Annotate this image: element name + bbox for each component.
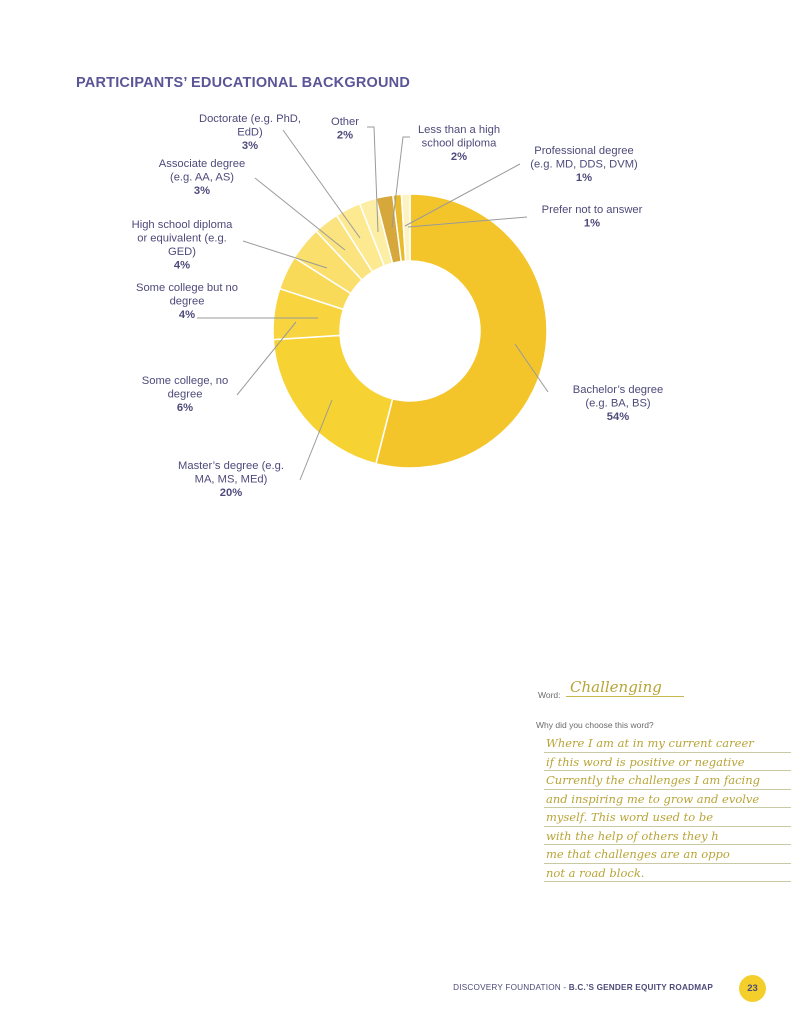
slice-label: Doctorate (e.g. PhD, EdD) 3% <box>199 113 301 152</box>
card-answer-line: with the help of others they h <box>544 827 791 845</box>
slice-label-line: Associate degree <box>159 158 245 170</box>
page-number-badge: 23 <box>739 975 766 1002</box>
slice-label: High school diploma or equivalent (e.g. GE… <box>132 219 234 272</box>
donut-slice <box>400 193 411 262</box>
slice-label-line: Professional degree <box>534 145 634 157</box>
card-answer: Where I am at in my current career if th… <box>544 734 791 882</box>
slice-label-line: GED) <box>168 246 196 258</box>
slice-label-line: (e.g. AA, AS) <box>170 172 234 184</box>
slice-label: Some college but no degree 4% <box>136 282 238 321</box>
slice-label: Prefer not to answer 1% <box>542 204 643 230</box>
slice-percent-label: 4% <box>174 260 190 272</box>
slice-leader-line <box>254 177 346 251</box>
slice-label-line: Some college but no <box>136 282 238 294</box>
slice-label-line: degree <box>168 389 203 401</box>
slice-label: Some college, no degree 6% <box>142 375 228 414</box>
slice-percent-label: 1% <box>576 172 592 184</box>
slice-percent-label: 3% <box>194 185 210 197</box>
slice-label: Bachelor’s degree (e.g. BA, BS) 54% <box>573 384 663 423</box>
card-answer-line: not a road block. <box>544 864 791 882</box>
slice-leader-line <box>299 399 333 481</box>
card-word-underline <box>566 696 684 697</box>
slice-label: Associate degree (e.g. AA, AS) 3% <box>159 158 245 197</box>
slice-leader-line <box>404 163 521 227</box>
slice-percent-label: 3% <box>242 140 258 152</box>
slice-leader-line <box>514 343 549 393</box>
slice-label-line: Some college, no <box>142 375 228 387</box>
slice-label-line: Other <box>331 116 359 128</box>
card-answer-line: and inspiring me to grow and evolve <box>544 790 791 808</box>
card-answer-line: Currently the challenges I am facing <box>544 771 791 790</box>
slice-label: Other 2% <box>331 116 359 142</box>
slice-leader-line <box>236 321 297 396</box>
slice-label-line: Less than a high <box>418 124 500 136</box>
slice-leader-line <box>407 216 528 228</box>
slice-label-line: (e.g. MD, DDS, DVM) <box>530 159 638 171</box>
card-answer-line: Where I am at in my current career <box>544 734 791 753</box>
card-word-label: Word: <box>538 690 561 700</box>
card-word: Challenging <box>570 678 662 696</box>
handwritten-response-card: Word: Challenging Why did you choose thi… <box>532 676 791 888</box>
slice-label-line: Prefer not to answer <box>542 204 643 216</box>
slice-percent-label: 2% <box>451 151 467 163</box>
card-answer-line: myself. This word used to be <box>544 808 791 827</box>
slice-label: Master’s degree (e.g. MA, MS, MEd) 20% <box>178 460 284 499</box>
slice-percent-label: 4% <box>179 309 195 321</box>
slice-label-line: Doctorate (e.g. PhD, <box>199 113 301 125</box>
card-question: Why did you choose this word? <box>536 720 654 730</box>
slice-label-line: MA, MS, MEd) <box>195 474 268 486</box>
page-footer: DISCOVERY FOUNDATION - B.C.’S GENDER EQU… <box>0 983 713 992</box>
slice-leader-line <box>282 129 361 239</box>
slice-percent-label: 1% <box>584 218 600 230</box>
slice-label: Professional degree (e.g. MD, DDS, DVM) 1% <box>530 145 638 184</box>
slice-leader-line <box>242 240 328 269</box>
donut-slice <box>375 193 548 469</box>
slice-percent-label: 6% <box>177 402 193 414</box>
slice-label: Less than a high school diploma 2% <box>418 124 500 163</box>
slice-percent-label: 2% <box>337 130 353 142</box>
slice-label-line: (e.g. BA, BS) <box>585 398 651 410</box>
footer-separator: - <box>560 983 569 992</box>
slice-label-line: school diploma <box>422 138 497 150</box>
slice-percent-label: 54% <box>607 411 629 423</box>
footer-document-title: B.C.’S GENDER EQUITY ROADMAP <box>568 983 713 992</box>
donut-slice <box>272 334 394 465</box>
slice-label-line: degree <box>170 296 205 308</box>
card-answer-line: if this word is positive or negative <box>544 753 791 771</box>
slice-leader-line <box>367 126 379 233</box>
slice-label-line: EdD) <box>237 127 263 139</box>
slice-percent-label: 20% <box>220 487 242 499</box>
slice-label-line: Bachelor’s degree <box>573 384 663 396</box>
slice-label-line: Master’s degree (e.g. <box>178 460 284 472</box>
chart-title: PARTICIPANTS’ EDUCATIONAL BACKGROUND <box>76 75 410 91</box>
card-answer-line: me that challenges are an oppo <box>544 845 791 864</box>
footer-org: DISCOVERY FOUNDATION <box>453 983 561 992</box>
slice-leader-line <box>391 136 410 229</box>
slice-label-line: High school diploma <box>132 219 234 231</box>
slice-label-line: or equivalent (e.g. <box>137 233 227 245</box>
